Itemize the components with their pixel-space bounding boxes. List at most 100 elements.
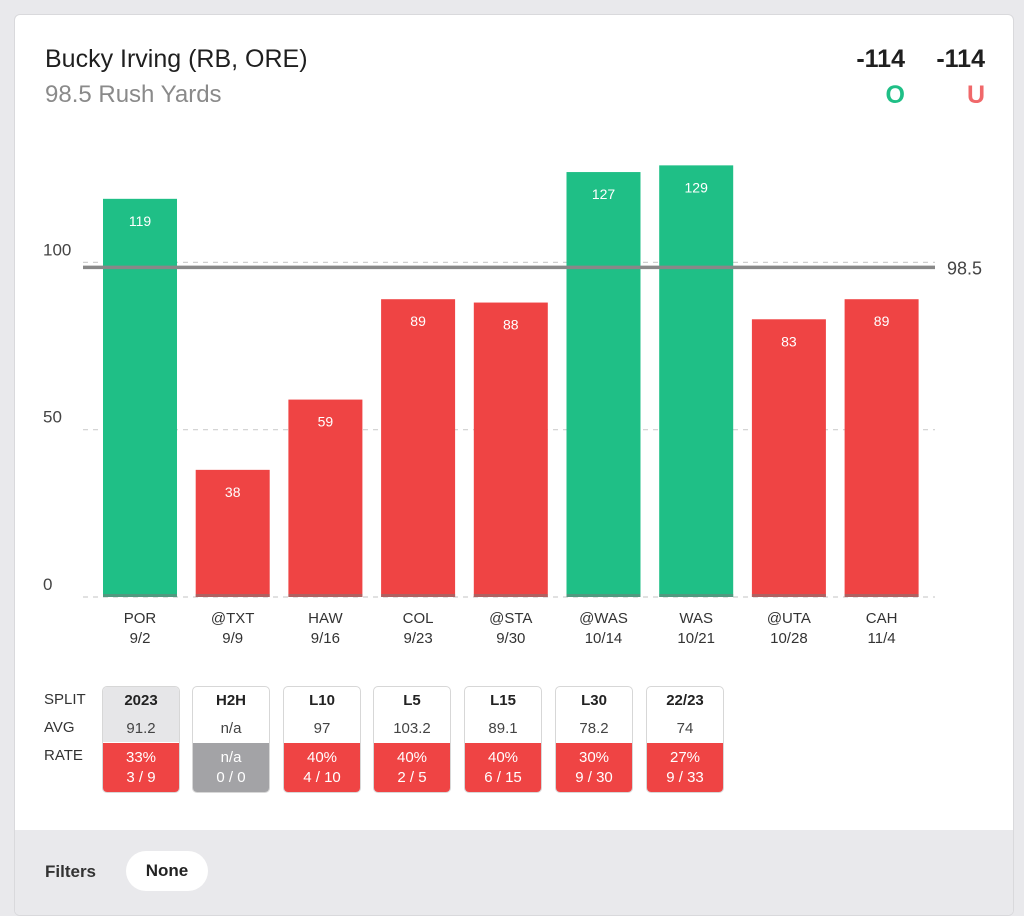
bar	[288, 399, 363, 597]
split-rate: 40% 4 / 10	[284, 743, 360, 792]
x-category-label: @TXT	[211, 610, 255, 627]
bar-base	[473, 594, 548, 597]
split-rate-frac: 3 / 9	[126, 769, 156, 786]
x-date-label: 10/14	[585, 630, 623, 647]
over-odds[interactable]: -114	[856, 45, 905, 73]
player-name: Bucky Irving (RB, ORE)	[45, 45, 308, 73]
x-date-label: 11/4	[868, 630, 896, 647]
split-period: L10	[309, 692, 335, 709]
bar-base	[103, 594, 177, 597]
over-label[interactable]: O	[885, 81, 905, 109]
bar-base	[659, 594, 734, 597]
prop-line: 98.5 Rush Yards	[45, 81, 222, 108]
split-rate-pct: 33%	[125, 749, 157, 766]
x-date-label: 9/2	[130, 630, 151, 647]
split-rate: 40% 6 / 15	[465, 743, 541, 792]
bar-value-label: 83	[781, 333, 797, 349]
split-rate-pct: 30%	[578, 749, 610, 766]
bar-base	[844, 594, 919, 597]
split-avg: 74	[676, 720, 694, 737]
bar	[195, 469, 270, 597]
x-date-label: 10/28	[770, 630, 808, 647]
bar-value-label: 38	[225, 484, 241, 500]
split-card-2023[interactable]: 2023 91.2 33% 3 / 9	[102, 686, 180, 793]
x-category-label: @WAS	[579, 610, 628, 627]
rate-label: RATE	[44, 747, 83, 764]
bar	[751, 319, 826, 597]
split-period: L30	[581, 692, 607, 709]
bar-value-label: 59	[318, 414, 334, 430]
split-rate-pct: 40%	[396, 749, 428, 766]
prop-card: Bucky Irving (RB, ORE) 98.5 Rush Yards -…	[14, 14, 1014, 916]
under-label[interactable]: U	[966, 81, 985, 109]
filters-bar: Filters None	[15, 830, 1013, 915]
bar-value-label: 89	[874, 313, 890, 329]
split-period: 22/23	[666, 692, 704, 709]
under-odds[interactable]: -114	[936, 45, 985, 73]
bar-base	[566, 594, 641, 597]
split-label: SPLIT	[44, 691, 86, 708]
split-rate-pct: n/a	[220, 749, 242, 766]
x-date-label: 9/16	[311, 630, 340, 647]
split-card-l15[interactable]: L15 89.1 40% 6 / 15	[464, 686, 542, 793]
split-card-h2h[interactable]: H2H n/a n/a 0 / 0	[192, 686, 270, 793]
x-category-label: @UTA	[767, 610, 811, 627]
bar-value-label: 127	[592, 186, 616, 202]
bar-base	[751, 594, 826, 597]
split-card-l10[interactable]: L10 97 40% 4 / 10	[283, 686, 361, 793]
bar-value-label: 119	[129, 213, 152, 229]
bar	[844, 299, 919, 597]
x-category-label: POR	[124, 610, 157, 627]
y-tick-label: 100	[43, 240, 71, 259]
bar-value-label: 89	[410, 313, 426, 329]
x-date-label: 9/9	[222, 630, 243, 647]
split-period: H2H	[215, 692, 246, 709]
split-rate-frac: 6 / 15	[484, 769, 522, 786]
y-tick-label: 0	[43, 575, 52, 594]
x-category-label: HAW	[308, 610, 343, 627]
x-date-label: 9/30	[496, 630, 525, 647]
x-date-label: 9/23	[403, 630, 432, 647]
y-tick-label: 50	[43, 408, 62, 427]
split-rate-pct: 40%	[487, 749, 519, 766]
split-period: L15	[490, 692, 516, 709]
split-avg: 89.1	[488, 720, 518, 737]
split-rate-frac: 0 / 0	[216, 769, 246, 786]
split-rate: 27% 9 / 33	[647, 743, 723, 792]
split-card-l30[interactable]: L30 78.2 30% 9 / 30	[555, 686, 633, 793]
prop-line-label: 98.5	[947, 258, 982, 278]
split-avg: n/a	[220, 720, 242, 737]
bar-base	[288, 594, 363, 597]
bar	[473, 302, 548, 597]
bar	[659, 165, 734, 597]
split-rate: n/a 0 / 0	[193, 743, 269, 792]
split-rate: 40% 2 / 5	[374, 743, 450, 792]
split-period: 2023	[103, 687, 179, 715]
split-rate: 30% 9 / 30	[556, 743, 632, 792]
split-rate-pct: 40%	[306, 749, 338, 766]
filter-none-button[interactable]: None	[126, 851, 208, 891]
split-avg: 91.2	[103, 715, 179, 742]
bar	[381, 299, 456, 597]
split-card-l5[interactable]: L5 103.2 40% 2 / 5	[373, 686, 451, 793]
split-rate-frac: 9 / 30	[575, 769, 613, 786]
split-avg: 78.2	[579, 720, 609, 737]
game-log-chart: 0 50 100 119 POR 9/2 38 @TXT 9/9 59 HAW 9/16 89 COL 9/…	[43, 165, 982, 647]
x-category-label: @STA	[489, 610, 532, 627]
bar-value-label: 129	[685, 179, 709, 195]
avg-label: AVG	[44, 719, 75, 736]
bar-base	[195, 594, 270, 597]
x-category-label: COL	[403, 610, 434, 627]
split-avg: 103.2	[393, 720, 431, 737]
split-rate-frac: 9 / 33	[666, 769, 704, 786]
split-rate-frac: 4 / 10	[303, 769, 341, 786]
split-rate: 33% 3 / 9	[103, 743, 179, 792]
split-avg: 97	[313, 720, 331, 737]
x-category-label: CAH	[866, 610, 898, 627]
bar	[566, 172, 641, 598]
split-rate-pct: 27%	[669, 749, 701, 766]
filters-label: Filters	[45, 862, 97, 881]
bar-value-label: 88	[503, 317, 519, 333]
split-card-22-23[interactable]: 22/23 74 27% 9 / 33	[646, 686, 724, 793]
bar-base	[381, 594, 456, 597]
